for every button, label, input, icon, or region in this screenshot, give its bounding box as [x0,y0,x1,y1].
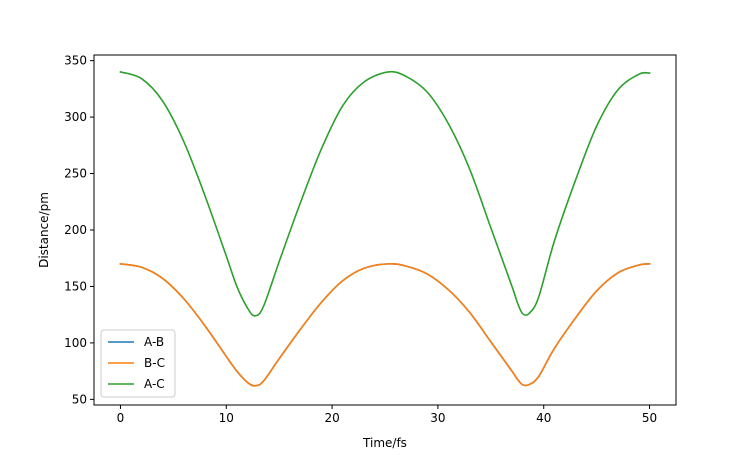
x-tick-label: 40 [536,411,551,425]
y-axis-label: Distance/pm [37,192,51,268]
x-tick-label: 20 [324,411,339,425]
series-line-b-c [119,262,651,387]
x-tick-label: 30 [430,411,445,425]
y-tick-label: 300 [64,110,87,124]
y-axis-ticks: 50 100 150 200 250 300 350 [64,54,94,406]
legend-label: A-B [144,335,164,349]
legend-label: A-C [144,377,165,391]
series-lines [119,70,651,387]
x-axis-label: Time/fs [362,436,407,450]
x-tick-label: 10 [219,411,234,425]
x-tick-label: 50 [642,411,657,425]
legend-box [100,329,176,398]
y-tick-label: 50 [72,392,87,406]
y-tick-label: 350 [64,54,87,68]
y-tick-label: 100 [64,336,87,350]
y-tick-label: 200 [64,223,87,237]
x-axis-ticks: 0 10 20 30 40 50 [117,405,657,425]
y-tick-label: 250 [64,167,87,181]
legend: A-B B-C A-C [100,329,176,398]
series-line-a-c [119,70,651,317]
legend-label: B-C [144,356,165,370]
y-tick-label: 150 [64,279,87,293]
x-tick-label: 0 [117,411,125,425]
